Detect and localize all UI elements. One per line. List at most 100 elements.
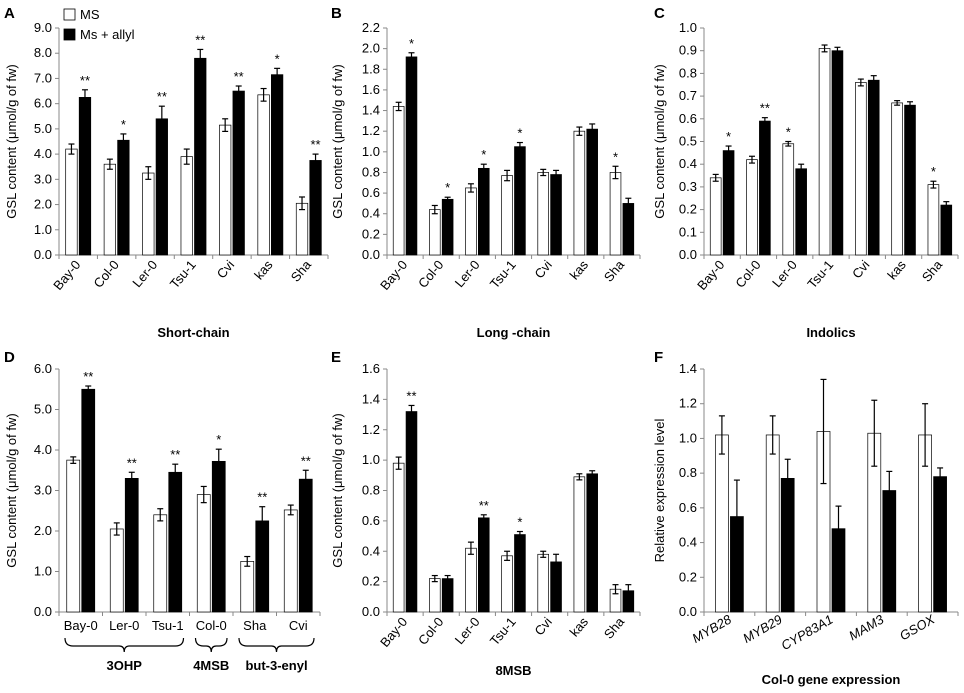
y-tick-label: 0.4 xyxy=(362,543,380,558)
x-axis-title: 8MSB xyxy=(495,663,531,678)
y-tick-label: 1.2 xyxy=(362,422,380,437)
panel-letter: A xyxy=(4,5,15,22)
bar-ms xyxy=(573,476,586,613)
bar-ms-allyl xyxy=(441,198,454,256)
bar-ms xyxy=(180,156,193,256)
bar-ms xyxy=(283,509,298,613)
y-tick-label: 4.0 xyxy=(34,146,52,161)
significance-label: ** xyxy=(257,490,267,505)
y-tick-label: 2.0 xyxy=(34,197,52,212)
bar-ms xyxy=(709,177,722,256)
x-tick-label: Col-0 xyxy=(732,257,763,290)
significance-label: * xyxy=(445,180,450,195)
y-tick-label: 7.0 xyxy=(34,70,52,85)
significance-label: * xyxy=(931,164,936,179)
significance-label: * xyxy=(786,125,791,140)
group-brace xyxy=(64,637,185,653)
panel-d: D 0.0 1.0 2.0 3.0 4.0 5.0 6.0 GSL content (μmol/… xyxy=(4,349,321,673)
significance-label: ** xyxy=(234,69,244,84)
legend-swatch-ms xyxy=(63,8,76,21)
legend: MS Ms + allyl xyxy=(63,7,135,42)
significance-label: * xyxy=(121,117,126,132)
bar-ms-allyl xyxy=(117,139,130,256)
x-axis-title: Indolics xyxy=(806,325,855,340)
bar-ms xyxy=(782,143,795,256)
x-tick-label: GSOX xyxy=(897,611,938,643)
significance-label: ** xyxy=(127,455,137,470)
significance-label: * xyxy=(409,36,414,51)
x-tick-label: Ler-0 xyxy=(452,257,483,290)
y-tick-label: 0.2 xyxy=(362,574,380,589)
significance-label: ** xyxy=(83,369,93,384)
bar-ms-allyl xyxy=(722,150,735,256)
group-label: 3OHP xyxy=(107,658,143,673)
y-tick-label: 1.8 xyxy=(362,61,380,76)
y-tick-label: 0.6 xyxy=(679,500,697,515)
bar-ms xyxy=(573,130,586,256)
y-tick-label: 0.6 xyxy=(679,111,697,126)
y-tick-label: 5.0 xyxy=(34,121,52,136)
y-tick-label: 0.2 xyxy=(679,202,697,217)
significance-label: ** xyxy=(195,32,205,47)
y-tick-label: 0.8 xyxy=(679,465,697,480)
bar-ms xyxy=(392,106,405,256)
bar-ms xyxy=(501,555,513,613)
y-tick-label: 0.3 xyxy=(679,179,697,194)
y-tick-label: 3.0 xyxy=(34,171,52,186)
x-tick-label: Col-0 xyxy=(415,614,446,647)
x-tick-label: kas xyxy=(884,257,909,283)
x-tick-label: Sha xyxy=(288,257,315,285)
bar-ms xyxy=(715,434,729,613)
bar-ms xyxy=(240,561,255,613)
x-tick-label: Tsu-1 xyxy=(487,257,519,291)
bar-ms xyxy=(392,462,405,613)
y-tick-label: 1.0 xyxy=(362,144,380,159)
y-tick-label: 0.5 xyxy=(679,134,697,149)
bar-ms-allyl xyxy=(81,388,96,613)
y-tick-label: 0.0 xyxy=(362,247,380,262)
legend-label-ms-allyl: Ms + allyl xyxy=(80,27,135,42)
y-tick-label: 9.0 xyxy=(34,20,52,35)
bar-ms-allyl xyxy=(271,74,284,256)
bar-ms-allyl xyxy=(586,128,598,256)
x-tick-label: Cvi xyxy=(531,614,555,638)
y-tick-label: 0.0 xyxy=(679,604,697,619)
y-tick-label: 1.2 xyxy=(679,396,697,411)
bar-ms-allyl xyxy=(194,57,207,256)
y-tick-label: 5.0 xyxy=(34,402,52,417)
significance-label: ** xyxy=(760,101,770,116)
bar-ms-allyl xyxy=(795,168,807,256)
y-axis-title: Relative expression level xyxy=(652,418,667,562)
bar-ms-allyl xyxy=(867,79,880,256)
panel-a: A 0.0 1.0 2.0 3.0 4.0 5.0 6.0 7.0 8.0 9.0 GSL conte… xyxy=(4,5,329,340)
legend-swatch-ms-allyl xyxy=(63,28,76,41)
y-tick-label: 0.2 xyxy=(362,226,380,241)
y-tick-label: 0.0 xyxy=(679,247,697,262)
significance-label: * xyxy=(613,149,618,164)
y-tick-label: 2.2 xyxy=(362,20,380,35)
group-brace xyxy=(238,637,315,653)
x-tick-label: Col-0 xyxy=(196,618,227,633)
y-tick-label: 1.4 xyxy=(362,391,380,406)
significance-label: ** xyxy=(406,388,416,403)
bar-ms-allyl xyxy=(155,118,168,256)
x-tick-label: Ler-0 xyxy=(452,614,483,647)
y-tick-label: 0.8 xyxy=(362,164,380,179)
y-tick-label: 0.0 xyxy=(34,247,52,262)
y-tick-label: 1.0 xyxy=(679,430,697,445)
bar-ms-allyl xyxy=(478,167,490,256)
bar-ms-allyl xyxy=(933,476,947,613)
bar-ms xyxy=(219,124,232,256)
bar-ms xyxy=(891,102,903,256)
significance-label: * xyxy=(726,129,731,144)
x-tick-label: Sha xyxy=(601,614,628,642)
y-tick-label: 1.4 xyxy=(362,103,380,118)
bar-ms xyxy=(66,459,81,613)
x-tick-label: Sha xyxy=(243,618,267,633)
x-tick-label: Sha xyxy=(919,257,946,285)
bar-ms-allyl xyxy=(478,517,490,613)
panel-f: F 0.0 0.2 0.4 0.6 0.8 1.0 1.2 1.4 Relative expres… xyxy=(652,349,959,687)
x-tick-label: Tsu-1 xyxy=(487,614,519,648)
bar-ms-allyl xyxy=(550,174,562,256)
